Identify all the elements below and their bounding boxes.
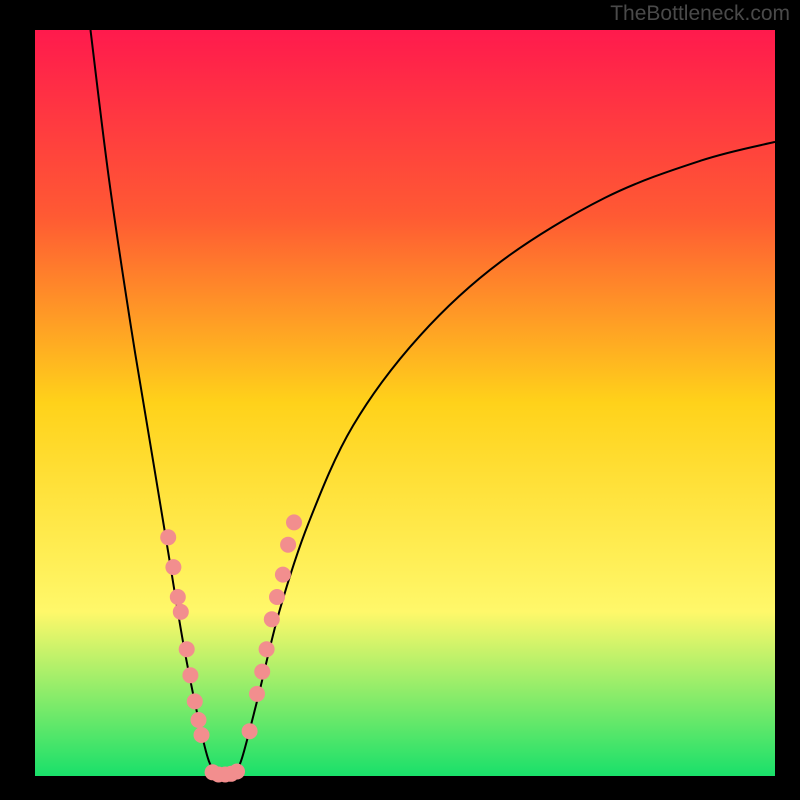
plot-gradient-area (35, 30, 775, 776)
chart-container: TheBottleneck.com (0, 0, 800, 800)
watermark-text: TheBottleneck.com (610, 2, 790, 26)
